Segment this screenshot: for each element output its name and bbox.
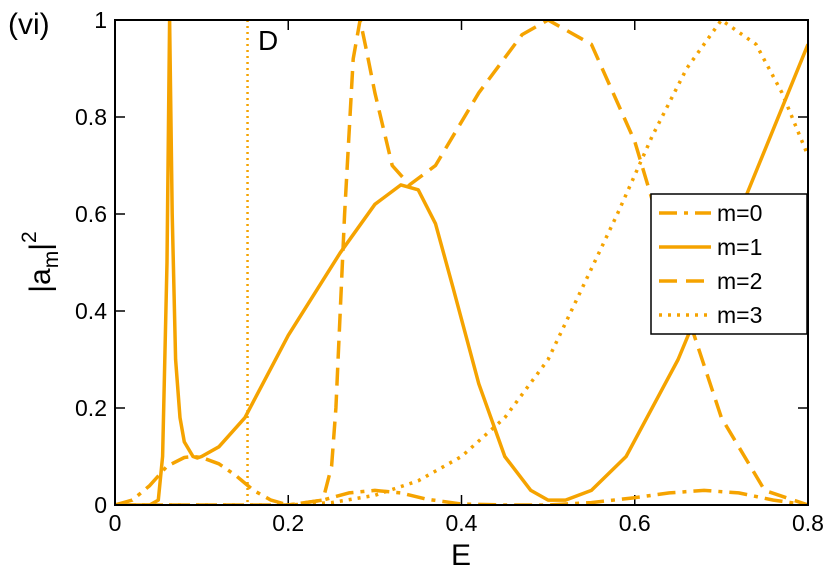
legend-label: m=1 <box>717 234 762 260</box>
y-tick-label: 0.6 <box>75 201 107 227</box>
legend-box <box>650 193 808 335</box>
y-label-sup: 2 <box>18 231 41 243</box>
x-axis-label: E <box>451 539 471 572</box>
legend-label: m=2 <box>717 268 762 294</box>
y-label-sub: m <box>40 251 63 269</box>
annotation: D <box>258 25 278 56</box>
series-line <box>115 454 808 505</box>
x-tick-label: 0.2 <box>272 510 304 536</box>
x-tick-label: 0.6 <box>619 510 651 536</box>
y-tick-label: 0.4 <box>75 298 107 324</box>
y-tick-label: 0.8 <box>75 104 107 130</box>
series-line <box>115 20 808 505</box>
y-axis-label: |am|2 <box>18 231 63 292</box>
y-label-part: |a <box>24 268 57 293</box>
legend-label: m=0 <box>717 200 762 226</box>
panel-label: (vi) <box>8 8 50 41</box>
y-label-part: | <box>24 243 57 251</box>
x-tick-label: 0.8 <box>792 510 824 536</box>
y-tick-label: 0 <box>94 492 107 518</box>
y-tick-label: 0.2 <box>75 395 107 421</box>
y-tick-label: 1 <box>94 7 107 33</box>
x-tick-label: 0 <box>109 510 122 536</box>
x-tick-label: 0.4 <box>446 510 478 536</box>
legend-label: m=3 <box>717 302 762 328</box>
plot-frame <box>114 19 809 506</box>
series-line <box>115 20 808 505</box>
